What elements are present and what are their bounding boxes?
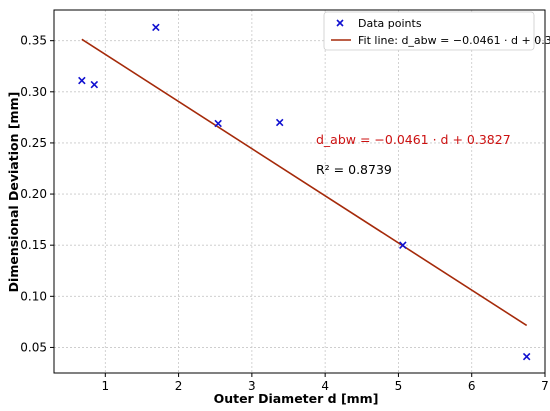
x-tick-label: 5	[395, 379, 403, 393]
marker-stroke	[522, 352, 531, 361]
data-point-marker	[399, 241, 407, 249]
y-axis-label: Dimensional Deviation [mm]	[6, 92, 21, 293]
y-tick-label: 0.15	[20, 238, 47, 252]
x-tick-label: 3	[248, 379, 256, 393]
x-tick-label: 7	[541, 379, 549, 393]
y-tick-label: 0.30	[20, 85, 47, 99]
legend-box	[323, 11, 535, 51]
y-tick-label: 0.20	[20, 187, 47, 201]
y-tick-label: 0.05	[20, 340, 47, 354]
x-tick-label: 4	[321, 379, 329, 393]
y-tick-label: 0.35	[20, 34, 47, 48]
fit-line	[81, 38, 528, 327]
data-point-marker	[275, 118, 284, 127]
equation-annotation: d_abw = −0.0461 · d + 0.3827	[316, 132, 511, 147]
marker-stroke	[78, 76, 86, 85]
x-axis-label: Outer Diameter d [mm]	[214, 391, 379, 406]
legend-label-data-points: Data points	[358, 17, 422, 30]
plot-frame	[53, 9, 546, 374]
x-tick-label: 6	[468, 379, 476, 393]
y-tick-label: 0.10	[20, 289, 47, 303]
marker-stroke	[90, 80, 99, 89]
y-axis-ticks: 0.05 0.10 0.15 0.20 0.25 0.30 0.35	[20, 34, 54, 354]
grid-lines	[54, 10, 546, 373]
x-tick-label: 2	[175, 379, 183, 393]
r-squared-annotation: R² = 0.8739	[316, 162, 392, 177]
y-tick-label: 0.25	[20, 136, 47, 150]
data-point-marker	[522, 352, 531, 361]
data-point-marker	[78, 76, 86, 85]
x-axis-ticks: 1 2 3 4 5 6 7	[101, 373, 549, 393]
legend: Data points Fit line: d_abw = −0.0461 · …	[323, 11, 550, 51]
data-points-layer	[78, 23, 531, 361]
legend-label-fit-line: Fit line: d_abw = −0.0461 · d + 0.3827	[358, 34, 550, 47]
data-point-marker	[90, 80, 99, 89]
marker-stroke	[275, 118, 284, 127]
marker-stroke	[152, 23, 160, 32]
data-point-marker	[152, 23, 160, 32]
x-tick-label: 1	[101, 379, 109, 393]
legend-marker-x-icon	[336, 19, 344, 27]
fit-line-layer	[81, 38, 528, 327]
marker-stroke	[214, 119, 222, 128]
data-point-marker	[214, 119, 222, 128]
marker-stroke	[399, 241, 407, 249]
